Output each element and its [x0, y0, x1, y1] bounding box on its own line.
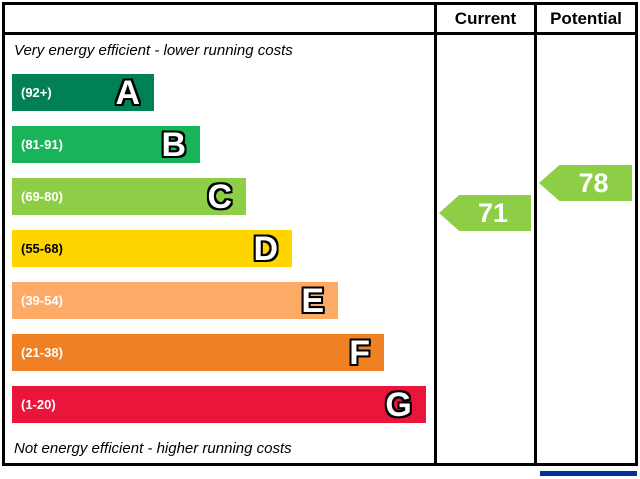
current-rating-arrow: 71 [439, 195, 531, 231]
band-c: (69-80) C [12, 177, 247, 216]
band-a: (92+) A [12, 73, 155, 112]
bottom-note: Not energy efficient - higher running co… [14, 440, 292, 457]
rating-bands: (92+) A (81-91) B (69-80) C (55-68) D (3… [12, 74, 430, 438]
band-d-letter: D [253, 229, 279, 268]
rating-table: Current Potential Very energy efficient … [2, 2, 638, 466]
band-f-range: (21-38) [21, 345, 63, 360]
band-d: (55-68) D [12, 229, 293, 268]
band-f-letter: F [349, 333, 371, 372]
band-e-range: (39-54) [21, 293, 63, 308]
current-rating-value: 71 [477, 197, 509, 228]
potential-column-header: Potential [534, 5, 635, 35]
potential-rating-value: 78 [578, 167, 609, 198]
top-note: Very energy efficient - lower running co… [14, 42, 293, 59]
band-f: (21-38) F [12, 333, 385, 372]
band-g-range: (1-20) [21, 397, 56, 412]
band-c-range: (69-80) [21, 189, 63, 204]
current-column: 71 [434, 35, 534, 463]
band-e: (39-54) E [12, 281, 339, 320]
footer-accent-bar [540, 471, 637, 476]
band-c-letter: C [207, 177, 233, 216]
potential-rating-arrow: 78 [539, 165, 632, 201]
band-b-letter: B [161, 125, 187, 164]
band-e-letter: E [301, 281, 325, 320]
band-b: (81-91) B [12, 125, 201, 164]
band-a-letter: A [115, 73, 141, 112]
band-g-letter: G [385, 385, 412, 424]
current-column-header: Current [434, 5, 534, 35]
band-a-range: (92+) [21, 85, 52, 100]
rating-bands-area: Very energy efficient - lower running co… [5, 35, 434, 463]
header-spacer [5, 5, 434, 35]
potential-column: 78 [534, 35, 635, 463]
band-d-range: (55-68) [21, 241, 63, 256]
band-b-range: (81-91) [21, 137, 63, 152]
band-g: (1-20) G [12, 386, 426, 423]
